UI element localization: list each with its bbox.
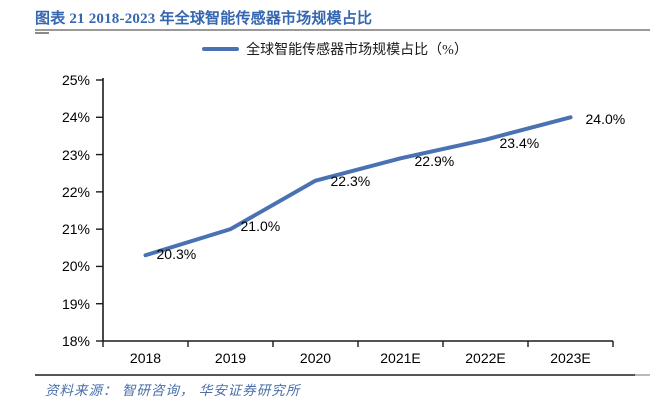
figure-title: 图表 21 2018-2023 年全球智能传感器市场规模占比 (35, 11, 373, 27)
x-axis-tick-label: 2023E (550, 350, 591, 366)
chart-legend: 全球智能传感器市场规模占比（%） (0, 40, 670, 58)
y-axis-tick-label: 25% (61, 72, 90, 88)
legend-label: 全球智能传感器市场规模占比（%） (246, 43, 468, 58)
y-axis-tick-label: 23% (61, 146, 90, 163)
data-point-label: 24.0% (585, 111, 626, 128)
data-point-label: 23.4% (499, 134, 540, 151)
data-point-label: 20.3% (156, 246, 197, 263)
x-axis-tick-label: 2021E (380, 350, 421, 366)
x-axis-tick-label: 2019 (214, 350, 247, 366)
data-point-label: 21.0% (240, 218, 281, 235)
y-axis-tick-label: 19% (61, 295, 90, 312)
header-divider-accent (35, 32, 49, 34)
footer-divider-tail (635, 374, 650, 376)
x-axis-tick-label: 2018 (129, 350, 162, 366)
data-point-label: 22.3% (330, 172, 371, 189)
data-point-label: 22.9% (414, 153, 455, 170)
footer-divider (35, 374, 650, 376)
y-axis-tick-label: 22% (61, 183, 90, 200)
y-axis-tick-label: 18% (61, 333, 90, 349)
y-axis-tick-label: 24% (61, 109, 90, 126)
x-axis-tick-label: 2022E (465, 350, 506, 366)
y-axis-tick-label: 20% (61, 258, 90, 275)
series-line (143, 115, 573, 258)
header-divider (35, 29, 650, 31)
x-axis-tick-label: 2020 (299, 350, 332, 366)
y-axis-tick-label: 21% (61, 221, 90, 238)
source-note: 资料来源： 智研咨询， 华安证券研究所 (45, 383, 301, 398)
legend-line-swatch-icon (202, 47, 240, 51)
